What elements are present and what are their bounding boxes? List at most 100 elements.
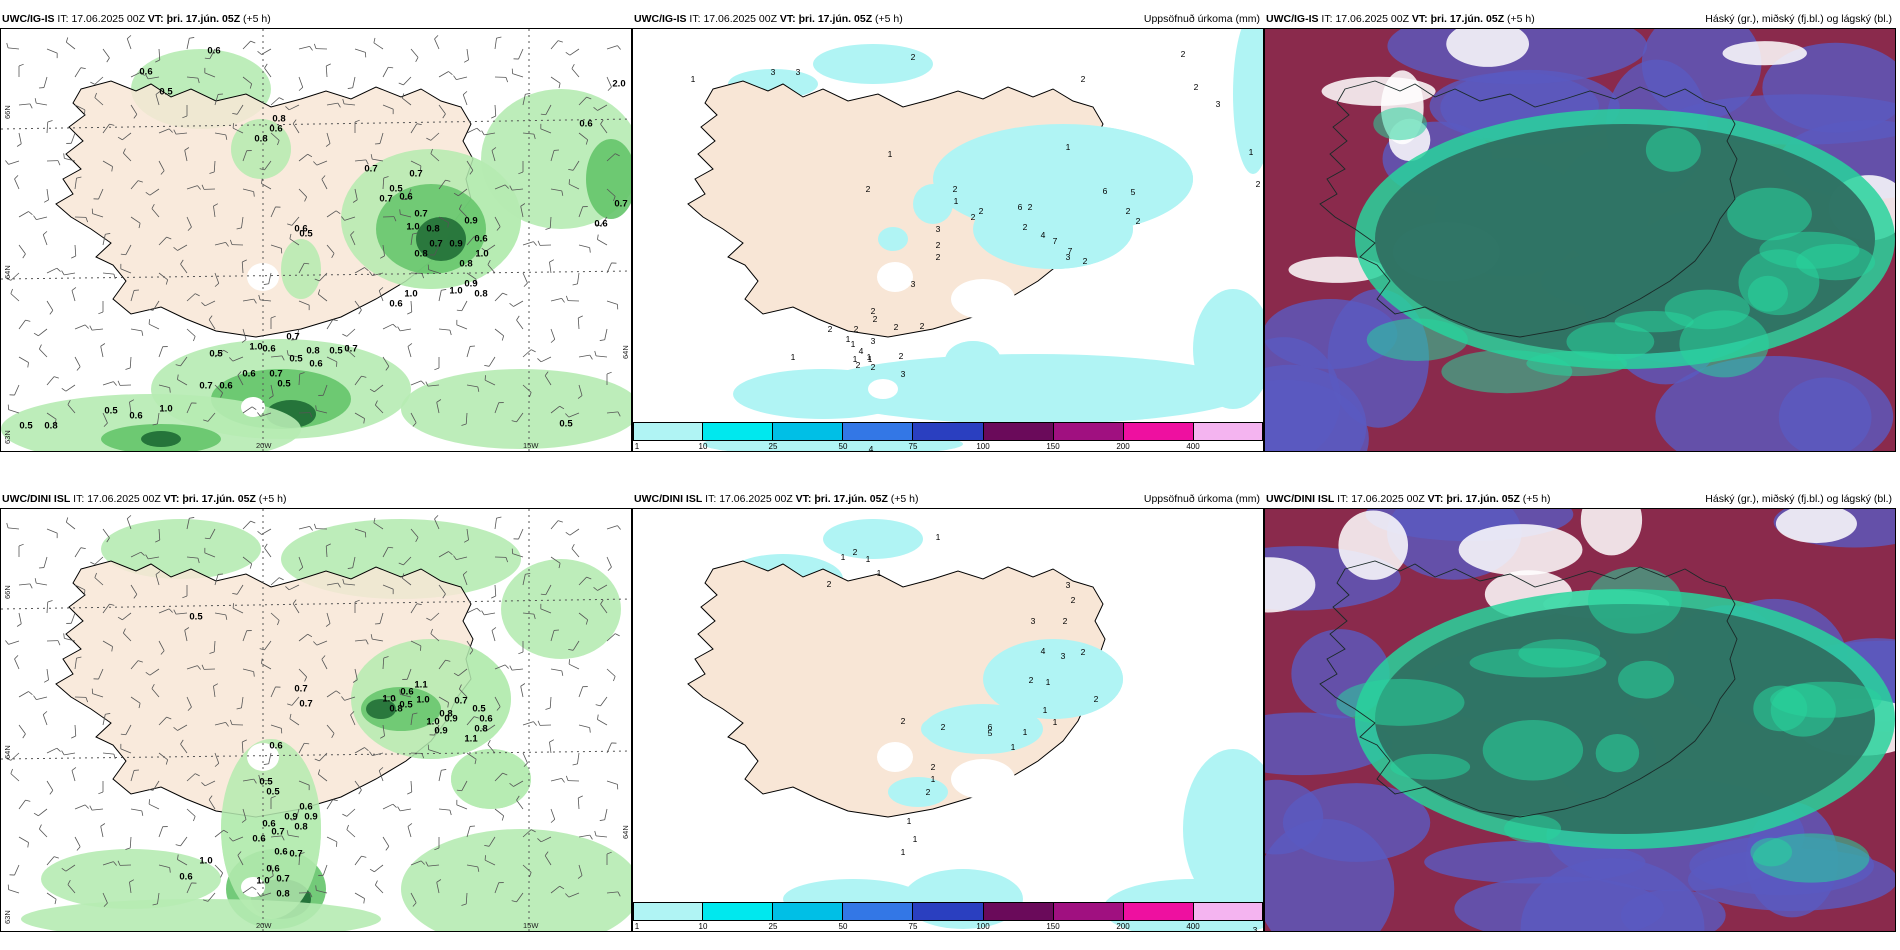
wind-barb [61,864,76,872]
wind-barb [184,147,190,162]
wind-barb [298,188,308,202]
wind-barb [410,603,422,614]
precip-value-label: 1 [866,352,872,362]
cloud-map[interactable] [1264,28,1896,452]
wind-barb [46,747,61,754]
precip-value-label: 4 [1040,646,1046,656]
wind-map[interactable]: 66N 64N 20W 15W 64N 63N 0.6 0.6 0.5 0.8 0.6 0.8 0.7 0… [0,28,632,452]
wind-barb [290,808,300,821]
axis-label: 20W [256,441,272,450]
precip-area [1193,289,1263,409]
wind-barb [606,851,612,865]
wind-barb [298,742,310,754]
precip-value-label: 3 [1065,252,1071,262]
wind-value-label: 1.0 [159,403,173,415]
wind-speed-area [21,899,381,931]
wind-value-label: 0.5 [472,703,486,715]
clear-area [1446,29,1530,67]
wind-barb [186,665,201,670]
wind-value-label: 0.7 [429,238,443,250]
wind-barb [63,633,76,642]
wind-value-label: 0.8 [306,345,320,357]
wind-barb [18,356,29,368]
wind-barb [438,328,452,336]
wind-barb [568,640,580,651]
wind-barb [65,517,76,530]
panel-header: UWC/IG-IS IT: 17.06.2025 00Z VT: þri. 17… [1266,13,1892,25]
wind-barb [407,823,413,838]
wind-barb [214,93,224,106]
wind-barb [513,48,524,60]
wind-barb [382,323,397,330]
wind-barb [606,76,612,91]
precip-area [1183,749,1263,909]
colorbar-segment [1193,423,1263,441]
wind-barb [90,76,104,85]
wind-barb [354,639,369,645]
wind-value-label: 0.6 [219,380,233,392]
panel-cloud-igis: UWC/IG-IS IT: 17.06.2025 00Z VT: þri. 17… [1264,5,1896,455]
precip-value-label: 2 [1062,616,1068,626]
clear-area [1775,509,1857,544]
wind-barb [158,272,169,285]
valid-time: þri. 17.jún. 05Z [814,493,888,505]
wind-barb [410,528,419,543]
wind-barb [257,892,272,897]
wind-barb [298,556,304,571]
wind-barb [494,184,509,190]
wind-barb [46,48,58,59]
wind-barb [354,855,367,866]
wind-barb [438,696,449,708]
wind-barb [438,584,446,599]
wind-barb [346,344,356,358]
wind-barb [214,349,229,358]
panel-cloud-dini: UWC/DINI ISL IT: 17.06.2025 00Z VT: þri.… [1264,485,1896,935]
wind-barb [466,345,476,358]
colorbar-tick: 400 [1186,922,1200,931]
wind-barb [201,300,216,307]
cloud-map[interactable] [1264,508,1896,932]
wind-barb [290,328,300,341]
precip-value-label: 6 [1102,186,1108,196]
wind-value-label: 0.8 [272,113,286,125]
wind-barb [354,892,365,904]
wind-barb [214,752,220,767]
wind-barb [186,517,195,530]
wind-barb [410,640,422,651]
wind-barb [117,612,132,621]
wind-barb [438,104,446,119]
wind-barb [287,696,300,706]
colorbar-segment [983,423,1054,441]
wind-barb [407,300,413,315]
wind-value-label: 1.0 [199,855,213,867]
wind-barb [513,528,524,540]
precip-map[interactable]: 1 2 1 1 2 1 3 2 3 2 4 3 2 2 1 2 6 5 2 1 1 1 1 2 1 2 2 1 1 1 3 1 10 25 50 75… [632,508,1264,932]
wind-barb [213,683,219,698]
colorbar-segment [983,903,1054,921]
wind-barb [540,584,552,596]
wind-barb [270,686,281,698]
iceland-coastline [687,560,1106,818]
wind-map[interactable]: 66N 64N 20W 15W 64N 63N 0.5 0.7 0.7 1.0 0.6 1.0 1.1 0… [0,508,632,932]
wind-barb [270,244,283,254]
wind-barb [382,696,397,702]
wind-barb [16,612,22,627]
wind-barb [509,780,524,787]
wind-barb [270,97,284,106]
cloud-edge-area [1618,660,1675,699]
init-time: 17.06.2025 00Z [703,13,777,25]
precip-value-label: 1 [1052,717,1058,727]
wind-barb [204,528,216,540]
wind-barb [208,795,216,810]
wind-barb [242,886,257,894]
wind-barb [577,795,583,810]
wind-barb [571,63,580,78]
wind-barb [461,412,468,426]
wind-value-label: 0.9 [444,713,458,725]
wind-value-label: 0.7 [364,163,378,175]
wind-barb [494,328,505,341]
cloud-edge-area [1664,289,1750,330]
wind-barb [374,612,384,625]
wind-barb [158,128,173,134]
